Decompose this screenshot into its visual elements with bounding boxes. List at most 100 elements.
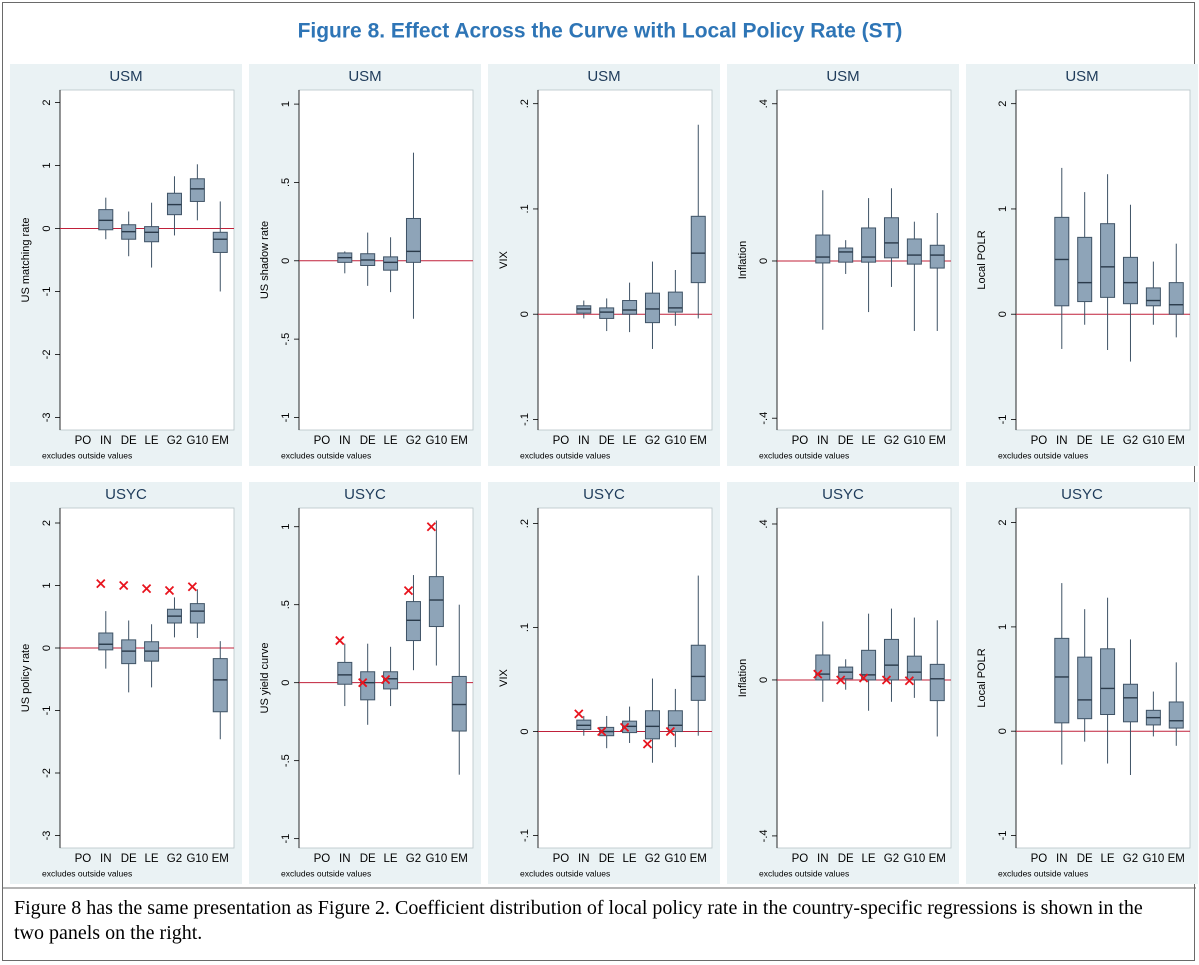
y-tick-label: 2 [41, 100, 53, 106]
x-tick-label: LE [623, 853, 637, 865]
caption: Figure 8 has the same presentation as Fi… [14, 897, 1143, 944]
y-axis-label: Local POLR [976, 648, 988, 707]
y-tick-label: -.1 [519, 413, 531, 426]
y-tick-label: .2 [519, 519, 531, 528]
x-tick-label: IN [100, 435, 112, 447]
panel: USM -.1 0 .1 .2 VIX PO IN DE LE G2 G10 EM excludes ou… [488, 64, 720, 466]
x-tick-label: G2 [406, 853, 421, 865]
marker [574, 709, 584, 719]
panel-title: USYC [822, 486, 864, 503]
y-tick-label: 0 [997, 728, 1009, 734]
chart: Figure 8. Effect Across the Curve with L… [3, 20, 1198, 889]
x-tick-label: G10 [1142, 435, 1164, 447]
x-tick-label: PO [792, 853, 809, 865]
x-tick-label: IN [339, 853, 351, 865]
plot-area [776, 507, 952, 849]
box [690, 644, 706, 701]
marker [597, 726, 607, 737]
y-tick-label: 0 [280, 258, 292, 264]
marker [665, 726, 676, 737]
x-tick-label: G10 [186, 853, 208, 865]
note: excludes outside values [281, 868, 371, 878]
x-tick-label: G2 [167, 853, 182, 865]
x-tick-label: G2 [645, 435, 660, 447]
x-tick-label: EM [690, 853, 707, 865]
x-tick-label: IN [100, 853, 112, 865]
box [405, 217, 421, 263]
panel: USYC -1 0 1 2 Local POLR PO IN DE LE G2 G10 EM exclud… [966, 482, 1198, 884]
x-tick-label: G10 [425, 435, 447, 447]
x-tick-label: G10 [186, 435, 208, 447]
x-tick-label: PO [75, 853, 92, 865]
y-tick-label: -2 [41, 350, 53, 360]
x-tick-label: EM [929, 853, 946, 865]
note: excludes outside values [998, 450, 1088, 460]
y-tick-label: 2 [41, 520, 53, 526]
y-axis-label: Local POLR [976, 230, 988, 289]
y-axis-label: US shadow rate [259, 221, 271, 299]
x-tick-label: LE [145, 435, 159, 447]
note: excludes outside values [759, 868, 849, 878]
note: excludes outside values [520, 450, 610, 460]
y-tick-label: 1 [41, 582, 53, 588]
box [360, 671, 376, 701]
box [1100, 648, 1116, 716]
y-tick-label: 0 [41, 225, 53, 231]
y-tick-label: 0 [519, 728, 531, 734]
box [383, 256, 399, 271]
x-tick-label: PO [553, 435, 570, 447]
x-tick-label: G10 [903, 435, 925, 447]
x-tick-label: DE [599, 435, 615, 447]
box [883, 217, 899, 259]
panel: USYC -.4 0 .4 Inflation PO IN DE LE G2 G10 EM exclud… [727, 482, 959, 884]
x-tick-label: LE [1101, 435, 1115, 447]
y-tick-label: 0 [758, 258, 770, 264]
x-tick-label: G2 [1123, 435, 1138, 447]
x-tick-label: G2 [167, 435, 182, 447]
x-tick-label: EM [1168, 853, 1185, 865]
box [1122, 683, 1138, 723]
x-tick-label: IN [1056, 853, 1068, 865]
marker [881, 675, 892, 685]
x-tick-label: PO [1031, 853, 1048, 865]
box [838, 247, 854, 263]
x-tick-label: G10 [664, 853, 686, 865]
note: excludes outside values [998, 868, 1088, 878]
x-tick-label: EM [212, 853, 229, 865]
panel-title: USYC [1061, 486, 1103, 503]
x-tick-label: DE [1077, 853, 1093, 865]
box [861, 227, 877, 263]
box [644, 292, 660, 324]
marker [426, 522, 437, 532]
x-tick-label: IN [817, 853, 829, 865]
x-tick-label: LE [145, 853, 159, 865]
x-tick-label: DE [838, 853, 854, 865]
marker [403, 586, 414, 596]
y-tick-label: 2 [997, 520, 1009, 526]
x-tick-label: G2 [884, 435, 899, 447]
marker [380, 674, 391, 685]
panel-title: USYC [344, 486, 386, 503]
box [144, 226, 160, 243]
marker [619, 722, 630, 733]
marker [141, 583, 152, 594]
box [1145, 287, 1161, 307]
y-tick-label: -1 [997, 415, 1009, 425]
y-tick-label: -.1 [519, 829, 531, 842]
x-tick-label: EM [690, 435, 707, 447]
y-tick-label: 1 [997, 624, 1009, 630]
box [451, 675, 467, 732]
y-axis-label: US policy rate [20, 644, 32, 712]
x-tick-label: PO [1031, 435, 1048, 447]
x-tick-label: DE [599, 853, 615, 865]
x-tick-label: LE [384, 435, 398, 447]
box [861, 649, 877, 681]
panel-title: USM [1065, 68, 1098, 85]
y-tick-label: .1 [519, 204, 531, 213]
y-tick-label: .2 [519, 99, 531, 108]
box [883, 638, 899, 681]
note: excludes outside values [42, 450, 132, 460]
x-tick-label: LE [623, 435, 637, 447]
panel: USM -3 -2 -1 0 1 2 US matching rate PO IN DE LE G2 G1… [10, 64, 242, 466]
